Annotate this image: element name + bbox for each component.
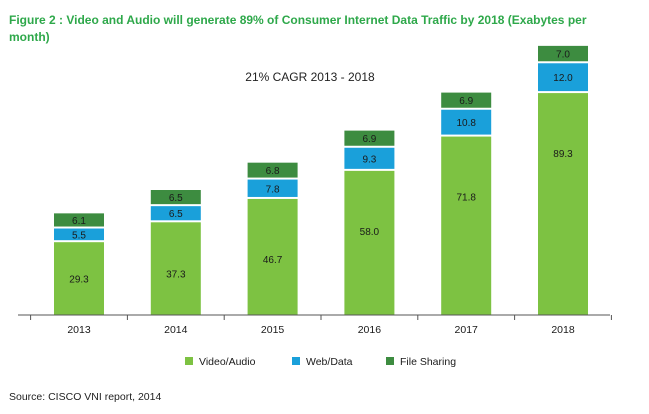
legend-swatch-file-sharing — [386, 357, 394, 365]
data-label-2014-file-sharing: 6.5 — [169, 193, 183, 204]
x-tick-label-2018: 2018 — [551, 324, 575, 336]
data-label-2013-file-sharing: 6.1 — [72, 216, 86, 227]
data-label-2015-web-data: 7.8 — [266, 184, 280, 195]
bar-segment-2016-video-audio — [344, 170, 395, 315]
legend-label-video-audio: Video/Audio — [199, 356, 256, 368]
data-label-2013-web-data: 5.5 — [72, 230, 86, 241]
data-label-2015-file-sharing: 6.8 — [266, 166, 280, 177]
source-note: Source: CISCO VNI report, 2014 — [9, 391, 162, 403]
bar-segment-2017-web-data — [441, 109, 492, 135]
data-label-2013-video-audio: 29.3 — [69, 275, 89, 286]
data-label-2018-web-data: 12.0 — [553, 73, 573, 84]
data-label-2017-web-data: 10.8 — [456, 118, 476, 129]
data-label-2017-video-audio: 71.8 — [456, 193, 476, 204]
cagr-annotation: 21% CAGR 2013 - 2018 — [245, 70, 375, 84]
bar-segment-2016-web-data — [344, 147, 395, 169]
x-tick-label-2015: 2015 — [261, 324, 285, 336]
bar-segment-2015-file-sharing — [247, 162, 298, 178]
legend-swatch-web-data — [292, 357, 300, 365]
data-label-2016-file-sharing: 6.9 — [362, 134, 376, 145]
bar-segment-2018-video-audio — [538, 93, 588, 315]
data-label-2015-video-audio: 46.7 — [263, 255, 283, 266]
x-tick-label-2014: 2014 — [164, 324, 188, 336]
figure-title: Figure 2 : Video and Audio will generate… — [9, 13, 587, 44]
bar-segment-2015-web-data — [247, 179, 298, 197]
data-label-2018-video-audio: 89.3 — [553, 149, 573, 160]
bar-segment-2015-video-audio — [247, 198, 298, 315]
bar-segment-2018-web-data — [538, 63, 588, 92]
data-label-2018-file-sharing: 7.0 — [556, 50, 570, 61]
bar-segment-2013-web-data — [54, 228, 104, 241]
bar-segment-2013-file-sharing — [54, 213, 104, 227]
data-label-2014-web-data: 6.5 — [169, 209, 183, 220]
x-axis-ticks: 2013 2014 2015 2016 2017 2018 — [30, 315, 612, 336]
data-label-2014-video-audio: 37.3 — [166, 269, 186, 280]
bar-segment-2017-video-audio — [441, 136, 492, 315]
data-label-2016-web-data: 9.3 — [362, 154, 376, 165]
data-label-2016-video-audio: 58.0 — [360, 227, 380, 238]
bar-segment-2016-file-sharing — [344, 130, 395, 146]
legend-label-web-data: Web/Data — [306, 356, 353, 368]
x-tick-label-2013: 2013 — [67, 324, 91, 336]
bar-segment-2014-file-sharing — [150, 190, 201, 205]
x-tick-label-2017: 2017 — [455, 324, 479, 336]
legend-label-file-sharing: File Sharing — [400, 356, 456, 368]
bar-segment-2014-video-audio — [150, 222, 201, 315]
legend: Video/Audio Web/Data File Sharing — [185, 356, 456, 368]
bar-segment-2013-video-audio — [54, 242, 104, 315]
legend-swatch-video-audio — [185, 357, 193, 365]
data-label-2017-file-sharing: 6.9 — [459, 96, 473, 107]
bar-segment-2018-file-sharing — [538, 45, 588, 62]
bar-segment-2017-file-sharing — [441, 92, 492, 108]
bar-segment-2014-web-data — [150, 206, 201, 221]
bars-group: 29.3 5.5 6.1 37.3 6.5 6.5 46.7 7.8 6.8 58.0 9.3 6.9… — [54, 45, 588, 315]
x-tick-label-2016: 2016 — [358, 324, 382, 336]
